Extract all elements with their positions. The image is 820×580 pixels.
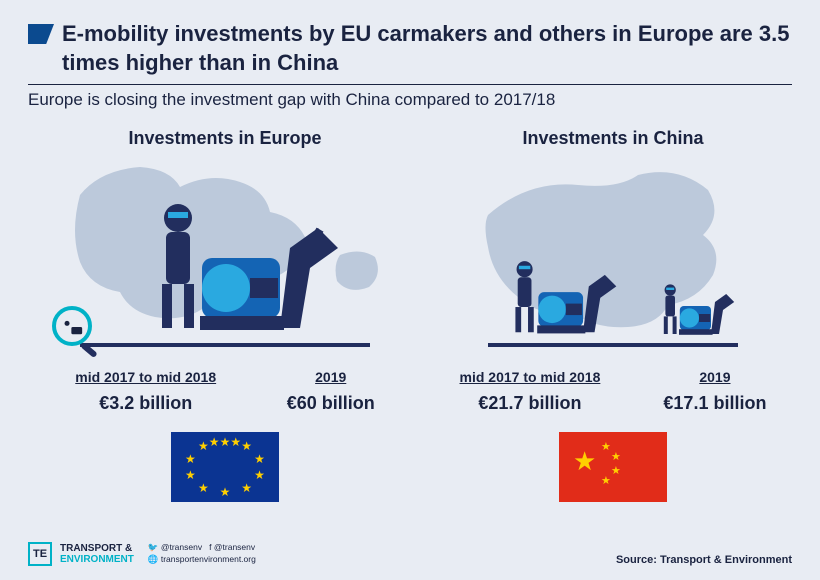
brand-text: TRANSPORT & ENVIRONMENT — [60, 543, 134, 565]
page-subtitle: Europe is closing the investment gap wit… — [28, 90, 555, 110]
panel-europe-title: Investments in Europe — [40, 128, 410, 149]
eu-flag: ★★ ★★ ★★ ★★ ★★ ★★ — [171, 432, 279, 502]
cn-flag-small-star: ★ — [601, 440, 611, 453]
header-accent-shape — [28, 24, 54, 44]
factory-icon-large — [150, 188, 340, 343]
china-period-1: mid 2017 to mid 2018 €21.7 billion — [460, 369, 601, 414]
cn-flag-big-star: ★ — [573, 446, 596, 477]
europe-period-2-value: €60 billion — [287, 393, 375, 414]
europe-ground-line — [80, 343, 370, 347]
eu-flag-stars: ★★ ★★ ★★ ★★ ★★ ★★ — [171, 432, 279, 502]
header-divider — [28, 84, 792, 85]
factory-icon-small-2 — [658, 278, 736, 343]
social-web: 🌐 transportenvironment.org — [148, 554, 256, 566]
europe-values-row: mid 2017 to mid 2018 €3.2 billion 2019 €… — [40, 369, 410, 414]
china-ground-line — [488, 343, 738, 347]
page-title: E-mobility investments by EU carmakers a… — [62, 20, 792, 77]
europe-graphic-area — [40, 155, 410, 365]
footer: TE TRANSPORT & ENVIRONMENT 🐦 @transenv f… — [28, 542, 792, 566]
panel-china: Investments in China — [428, 128, 798, 502]
brand-logo: TE — [28, 542, 52, 566]
europe-period-2: 2019 €60 billion — [287, 369, 375, 414]
china-period-2-label: 2019 — [663, 369, 766, 385]
brand-block: TE TRANSPORT & ENVIRONMENT 🐦 @transenv f… — [28, 542, 256, 566]
china-period-2: 2019 €17.1 billion — [663, 369, 766, 414]
china-period-1-label: mid 2017 to mid 2018 — [460, 369, 601, 385]
china-values-row: mid 2017 to mid 2018 €21.7 billion 2019 … — [428, 369, 798, 414]
china-period-1-value: €21.7 billion — [460, 393, 601, 414]
europe-period-1-value: €3.2 billion — [75, 393, 216, 414]
brand-line1: TRANSPORT & — [60, 543, 134, 554]
europe-period-2-label: 2019 — [287, 369, 375, 385]
europe-period-1-label: mid 2017 to mid 2018 — [75, 369, 216, 385]
cn-flag-small-star: ★ — [611, 450, 621, 463]
panel-china-title: Investments in China — [428, 128, 798, 149]
magnifier-icon — [48, 302, 104, 363]
social-handles: 🐦 @transenv f @transenv 🌐 transportenvir… — [148, 542, 256, 566]
china-graphic-area — [428, 155, 798, 365]
source-attribution: Source: Transport & Environment — [616, 554, 792, 566]
europe-period-1: mid 2017 to mid 2018 €3.2 billion — [75, 369, 216, 414]
panel-europe: Investments in Europe — [40, 128, 410, 502]
factory-icon-small-1 — [508, 252, 618, 343]
brand-line2: ENVIRONMENT — [60, 554, 134, 565]
cn-flag-small-star: ★ — [611, 464, 621, 477]
cn-flag-small-star: ★ — [601, 474, 611, 487]
china-period-2-value: €17.1 billion — [663, 393, 766, 414]
social-twitter: 🐦 @transenv f @transenv — [148, 542, 256, 554]
china-flag: ★ ★ ★ ★ ★ — [559, 432, 667, 502]
